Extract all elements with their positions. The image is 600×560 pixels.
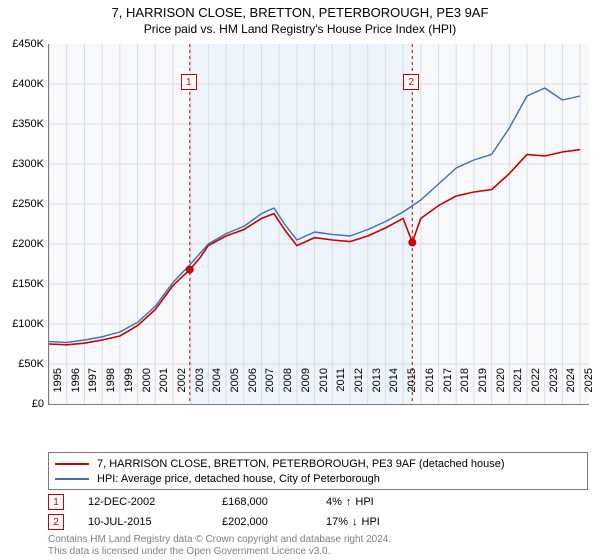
x-tick-label: 2009 xyxy=(300,368,312,408)
event-row-1: 1 12-DEC-2002 £168,000 4% ↑ HPI xyxy=(48,492,588,512)
chart-subtitle: Price paid vs. HM Land Registry's House … xyxy=(0,22,600,36)
x-tick-label: 2001 xyxy=(158,368,170,408)
legend-label-property: 7, HARRISON CLOSE, BRETTON, PETERBOROUGH… xyxy=(97,458,505,470)
chart-marker-badge: 1 xyxy=(181,74,197,90)
x-tick-label: 2006 xyxy=(247,368,259,408)
plot-area xyxy=(48,44,589,405)
x-tick-label: 1999 xyxy=(123,368,135,408)
event-delta-1-label: HPI xyxy=(355,496,373,508)
x-tick-label: 2003 xyxy=(194,368,206,408)
event-delta-2-label: HPI xyxy=(362,516,380,528)
x-tick-label: 2000 xyxy=(141,368,153,408)
x-tick-label: 2007 xyxy=(264,368,276,408)
x-tick-label: 2021 xyxy=(512,368,524,408)
y-tick-label: £150K xyxy=(4,278,44,290)
event-row-2: 2 10-JUL-2015 £202,000 17% ↓ HPI xyxy=(48,512,588,532)
x-tick-label: 2015 xyxy=(406,368,418,408)
x-tick-label: 2008 xyxy=(282,368,294,408)
x-tick-label: 1998 xyxy=(105,368,117,408)
event-badge-2: 2 xyxy=(48,514,64,530)
legend: 7, HARRISON CLOSE, BRETTON, PETERBOROUGH… xyxy=(48,452,588,490)
x-tick-label: 2016 xyxy=(424,368,436,408)
y-tick-label: £300K xyxy=(4,158,44,170)
events-table: 1 12-DEC-2002 £168,000 4% ↑ HPI 2 10-JUL… xyxy=(48,492,588,532)
footer-attribution: Contains HM Land Registry data © Crown c… xyxy=(48,534,391,558)
event-delta-1-pct: 4% xyxy=(326,496,342,508)
arrow-down-icon: ↓ xyxy=(352,516,358,528)
x-tick-label: 2024 xyxy=(565,368,577,408)
chart-container: 7, HARRISON CLOSE, BRETTON, PETERBOROUGH… xyxy=(0,0,600,560)
y-tick-label: £250K xyxy=(4,198,44,210)
legend-label-hpi: HPI: Average price, detached house, City… xyxy=(97,473,380,485)
y-tick-label: £350K xyxy=(4,118,44,130)
event-delta-2-pct: 17% xyxy=(326,516,348,528)
event-delta-1: 4% ↑ HPI xyxy=(326,496,416,508)
chart-marker-badge: 2 xyxy=(403,74,419,90)
event-delta-2: 17% ↓ HPI xyxy=(326,516,416,528)
plot-svg xyxy=(49,44,589,404)
x-tick-label: 2011 xyxy=(335,368,347,408)
x-tick-label: 2025 xyxy=(583,368,595,408)
x-tick-label: 2005 xyxy=(229,368,241,408)
event-badge-2-num: 2 xyxy=(53,517,59,528)
y-tick-label: £450K xyxy=(4,38,44,50)
event-date-2: 10-JUL-2015 xyxy=(88,516,198,528)
x-tick-label: 2010 xyxy=(318,368,330,408)
x-tick-label: 2022 xyxy=(530,368,542,408)
x-tick-label: 2014 xyxy=(388,368,400,408)
x-tick-label: 1995 xyxy=(52,368,64,408)
footer-line-1: Contains HM Land Registry data © Crown c… xyxy=(48,534,391,546)
x-tick-label: 2013 xyxy=(371,368,383,408)
event-price-2: £202,000 xyxy=(222,516,302,528)
x-tick-label: 2020 xyxy=(495,368,507,408)
event-badge-1-num: 1 xyxy=(53,497,59,508)
x-tick-label: 2012 xyxy=(353,368,365,408)
event-badge-1: 1 xyxy=(48,494,64,510)
y-tick-label: £400K xyxy=(4,78,44,90)
arrow-up-icon: ↑ xyxy=(346,496,352,508)
x-tick-label: 2023 xyxy=(548,368,560,408)
legend-row-hpi: HPI: Average price, detached house, City… xyxy=(55,471,581,486)
x-tick-label: 1996 xyxy=(70,368,82,408)
legend-row-property: 7, HARRISON CLOSE, BRETTON, PETERBOROUGH… xyxy=(55,456,581,471)
x-tick-label: 2004 xyxy=(211,368,223,408)
x-tick-label: 2019 xyxy=(477,368,489,408)
legend-swatch-property xyxy=(55,463,89,465)
legend-swatch-hpi xyxy=(55,478,89,480)
chart-title: 7, HARRISON CLOSE, BRETTON, PETERBOROUGH… xyxy=(0,0,600,22)
y-tick-label: £50K xyxy=(4,358,44,370)
x-tick-label: 1997 xyxy=(87,368,99,408)
y-tick-label: £100K xyxy=(4,318,44,330)
footer-line-2: This data is licensed under the Open Gov… xyxy=(48,546,391,558)
x-tick-label: 2017 xyxy=(442,368,454,408)
event-price-1: £168,000 xyxy=(222,496,302,508)
x-tick-label: 2018 xyxy=(459,368,471,408)
event-date-1: 12-DEC-2002 xyxy=(88,496,198,508)
y-tick-label: £0 xyxy=(4,398,44,410)
x-tick-label: 2002 xyxy=(176,368,188,408)
y-tick-label: £200K xyxy=(4,238,44,250)
